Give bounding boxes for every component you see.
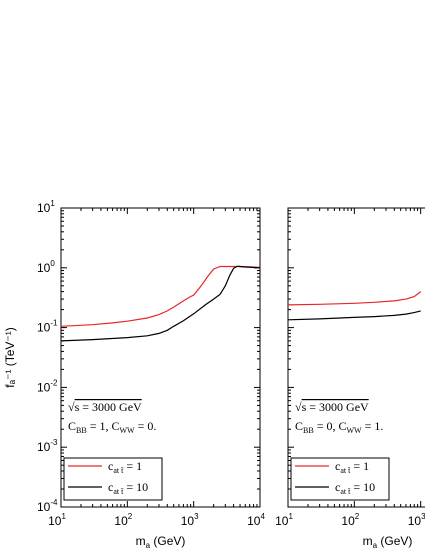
series-line-0: [60, 265, 261, 327]
series-line-1: [287, 310, 421, 321]
energy-annotation: √s = 3000 GeV: [68, 400, 142, 414]
legend-entry-label: cat t̄ = 1: [335, 459, 369, 475]
left-panel: 101 102 103 104 101 100 10-1 10-2 10-3 10-4 ma (Ge…: [3, 199, 265, 550]
series-line-0: [287, 291, 422, 306]
plot-frame: [60, 207, 261, 508]
x-axis-label: ma (GeV): [136, 534, 186, 550]
y-tick-label: 10-4: [37, 498, 58, 514]
coupling-annotation: CBB = 1, CWW = 0.: [68, 419, 156, 435]
legend-entry-label: cat t̄ = 10: [108, 480, 148, 496]
right-panel: 101 102 103 ma (GeV) √s = 3000 GeV CBB = 0, C…: [275, 207, 425, 550]
series-line-1: [60, 265, 261, 342]
y-tick-label: 10-1: [37, 319, 58, 335]
y-tick-label: 101: [37, 199, 55, 215]
x-tick-label: 103: [181, 512, 199, 528]
legend-box: [63, 457, 163, 501]
x-tick-label: 101: [275, 512, 293, 528]
x-tick-label: 102: [114, 512, 132, 528]
x-tick-label: 103: [408, 512, 425, 528]
y-tick-label: 10-2: [37, 378, 58, 394]
coupling-annotation: CBB = 0, CWW = 1.: [295, 419, 383, 435]
x-axis-label: ma (GeV): [363, 534, 413, 550]
legend-entry-label: cat t̄ = 1: [108, 459, 142, 475]
y-tick-label: 100: [37, 259, 55, 275]
y-tick-label: 10-3: [37, 438, 58, 454]
plot-frame: [287, 207, 425, 508]
legend-entry-label: cat t̄ = 10: [335, 480, 375, 496]
legend-box: [290, 457, 390, 501]
y-axis-label: fₐ⁻¹ (TeV⁻¹): [3, 327, 17, 387]
x-tick-label: 104: [247, 512, 265, 528]
x-tick-label: 101: [48, 512, 66, 528]
energy-annotation: √s = 3000 GeV: [295, 400, 369, 414]
x-tick-label: 102: [341, 512, 359, 528]
